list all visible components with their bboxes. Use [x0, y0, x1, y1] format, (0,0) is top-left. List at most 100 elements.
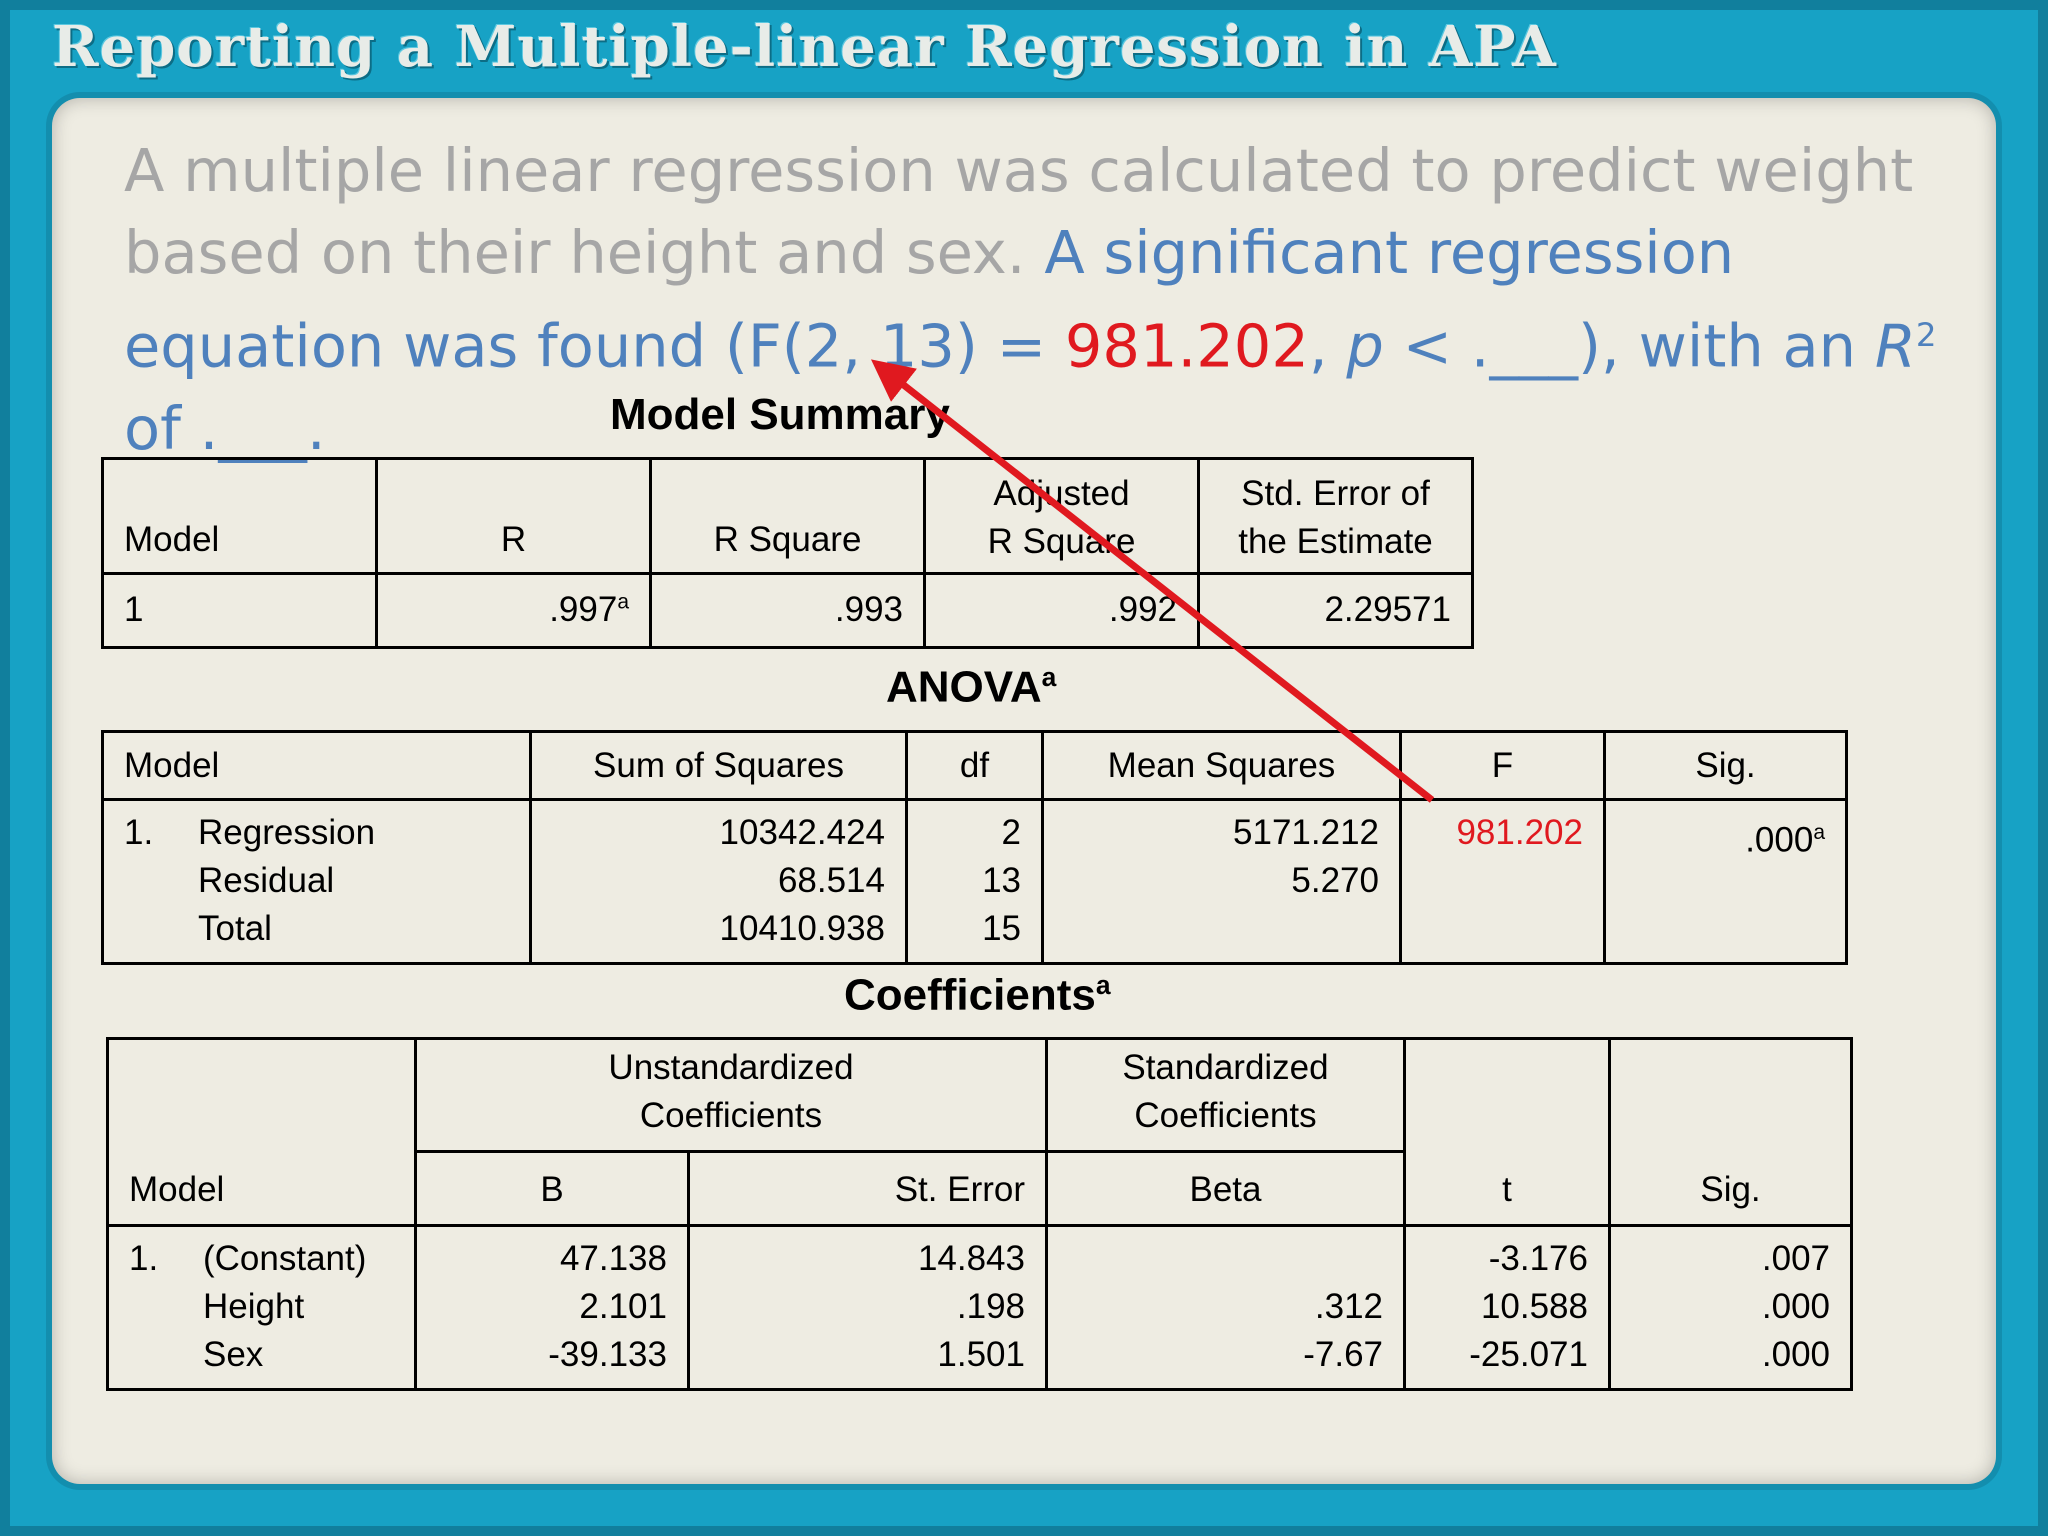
coefficients-body-row: 1. (Constant) Height Sex 47.138 2.101 -39… [106, 1224, 1853, 1391]
coef-row-sex: Sex [129, 1331, 394, 1379]
anova-df-cell: 2 13 15 [905, 798, 1044, 965]
anova-title: ANOVAa [886, 662, 1056, 713]
anova-f-value: 981.202 [1456, 813, 1583, 852]
f-value-highlight: 981.202 [1064, 311, 1309, 381]
coefficients-header-row: B St. Error Beta [108, 1150, 1852, 1227]
model-summary-row: 1 .997a .993 .992 2.29571 [101, 572, 1474, 649]
coef-header-b: B [414, 1150, 690, 1227]
coef-header-model: Model [106, 1037, 417, 1227]
coef-label-constant: (Constant) [203, 1239, 367, 1278]
coef-sig-height: .000 [1761, 1287, 1830, 1326]
anova-row-residual: Residual [124, 857, 509, 905]
model-summary-table: Model R R Square Adjusted R Square Std. … [101, 457, 1474, 649]
cell-r-value: .997 [549, 590, 618, 629]
p-symbol: p [1346, 311, 1384, 381]
anova-header-f: F [1399, 730, 1606, 801]
header-std-error-line-1: Std. Error of [1241, 474, 1430, 513]
anova-ms-cell: 5171.212 5.270 [1041, 798, 1402, 965]
anova-ss-total: 10410.938 [719, 909, 885, 948]
slide-title: Reporting a Multiple-linear Regression i… [52, 14, 1557, 80]
anova-label-total: Total [198, 909, 272, 948]
result-sentence-part-3: < .___), with an [1383, 311, 1875, 381]
result-sentence-part-4: of .___. [124, 393, 326, 463]
intro-sentence: A multiple linear regression was calcula… [124, 136, 1914, 287]
coef-sig-constant: .007 [1761, 1239, 1830, 1278]
coef-model-cell: 1. (Constant) Height Sex [106, 1224, 417, 1391]
coef-b-cell: 47.138 2.101 -39.133 [414, 1224, 690, 1391]
anova-ms-residual: 5.270 [1291, 861, 1379, 900]
header-r: R [375, 457, 652, 575]
coef-se-cell: 14.843 .198 1.501 [687, 1224, 1048, 1391]
coef-label-sex: Sex [203, 1335, 264, 1374]
coef-t-height: 10.588 [1480, 1287, 1588, 1326]
coef-row-height: Height [129, 1283, 394, 1331]
header-std-error-line-2: the Estimate [1238, 522, 1433, 561]
coefficients-group-header-row: Model Unstandardized Coefficients Standa… [106, 1037, 1853, 1227]
coef-header-beta: Beta [1045, 1150, 1406, 1227]
coef-t-constant: -3.176 [1488, 1239, 1588, 1278]
coef-header-unstd-line-2: Coefficients [639, 1096, 823, 1135]
anova-header-row: Model Sum of Squares df Mean Squares F S… [101, 730, 1848, 801]
coef-model-number: 1. [129, 1239, 159, 1278]
cell-std-error: 2.29571 [1197, 572, 1474, 649]
anova-label-regression: Regression [198, 813, 376, 852]
coef-label-height: Height [203, 1287, 305, 1326]
coefficients-title-text: Coefficients [844, 970, 1096, 1020]
anova-header-df: df [905, 730, 1044, 801]
coef-beta-height: .312 [1314, 1287, 1383, 1326]
coef-se-sex: 1.501 [937, 1335, 1025, 1374]
anova-ss-regression: 10342.424 [719, 813, 885, 852]
anova-row-regression: 1. Regression [124, 809, 509, 857]
anova-df-residual: 13 [982, 861, 1021, 900]
anova-header-sum-of-squares: Sum of Squares [529, 730, 908, 801]
anova-header-sig: Sig. [1603, 730, 1848, 801]
anova-df-regression: 2 [1001, 813, 1021, 852]
coef-t-sex: -25.071 [1469, 1335, 1588, 1374]
anova-row-total: Total [124, 905, 509, 953]
anova-df-total: 15 [982, 909, 1021, 948]
anova-body-row: 1. Regression Residual Total 10342.424 68… [101, 798, 1848, 965]
cell-adjusted-r-square: .992 [923, 572, 1200, 649]
anova-sig-value: .000a [1626, 809, 1825, 865]
header-adjusted-r-square: Adjusted R Square [923, 457, 1200, 575]
coef-header-unstd-line-1: Unstandardized [608, 1048, 854, 1087]
anova-table: Model Sum of Squares df Mean Squares F S… [101, 730, 1848, 965]
anova-ss-residual: 68.514 [777, 861, 885, 900]
coef-t-cell: -3.176 10.588 -25.071 [1403, 1224, 1611, 1391]
coef-b-sex: -39.133 [548, 1335, 667, 1374]
coef-header-st-error: St. Error [687, 1150, 1048, 1227]
cell-r-square: .993 [649, 572, 926, 649]
anova-sig-text: .000 [1745, 820, 1814, 860]
anova-ms-regression: 5171.212 [1233, 813, 1379, 852]
coef-header-sig: Sig. [1608, 1037, 1853, 1227]
coef-se-constant: 14.843 [917, 1239, 1025, 1278]
cell-r-footnote: a [617, 590, 629, 614]
anova-title-footnote: a [1041, 662, 1057, 692]
anova-sig-cell: .000a [1603, 798, 1848, 965]
anova-label-residual: Residual [198, 861, 335, 900]
coef-header-std-line-2: Coefficients [1134, 1096, 1317, 1135]
coefficients-title: Coefficientsa [844, 970, 1111, 1021]
arrow-line [870, 359, 1435, 803]
coef-b-height: 2.101 [579, 1287, 667, 1326]
coef-header-std-line-1: Standardized [1122, 1048, 1329, 1087]
coefficients-title-footnote: a [1095, 970, 1111, 1000]
anova-header-mean-squares: Mean Squares [1041, 730, 1402, 801]
header-model: Model [101, 457, 378, 575]
result-sentence-part-2: , [1308, 311, 1347, 381]
anova-title-text: ANOVA [886, 662, 1042, 712]
coef-beta-cell: .312 -7.67 [1045, 1224, 1406, 1391]
result-sentence-part-1: A significant regression equation was fo… [124, 218, 1735, 381]
anova-ss-cell: 10342.424 68.514 10410.938 [529, 798, 908, 965]
coef-sig-sex: .000 [1761, 1335, 1830, 1374]
r-symbol: R [1874, 311, 1916, 381]
header-std-error: Std. Error of the Estimate [1197, 457, 1474, 575]
coefficients-table: Model Unstandardized Coefficients Standa… [106, 1037, 1853, 1391]
cell-model: 1 [101, 572, 378, 649]
header-r-square: R Square [649, 457, 926, 575]
header-adjusted-line-2: R Square [987, 522, 1136, 561]
r-superscript: 2 [1915, 316, 1937, 354]
coef-beta-sex: -7.67 [1303, 1335, 1383, 1374]
coef-se-height: .198 [956, 1287, 1025, 1326]
